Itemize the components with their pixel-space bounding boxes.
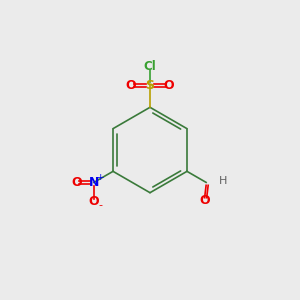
Text: S: S: [146, 79, 154, 92]
Text: Cl: Cl: [144, 61, 156, 74]
Text: N: N: [89, 176, 99, 189]
Text: +: +: [96, 173, 103, 182]
Text: -: -: [98, 200, 102, 210]
Text: H: H: [219, 176, 228, 186]
Text: O: O: [125, 79, 136, 92]
Text: O: O: [71, 176, 82, 189]
Text: O: O: [199, 194, 210, 207]
Text: O: O: [88, 195, 99, 208]
Text: O: O: [164, 79, 175, 92]
